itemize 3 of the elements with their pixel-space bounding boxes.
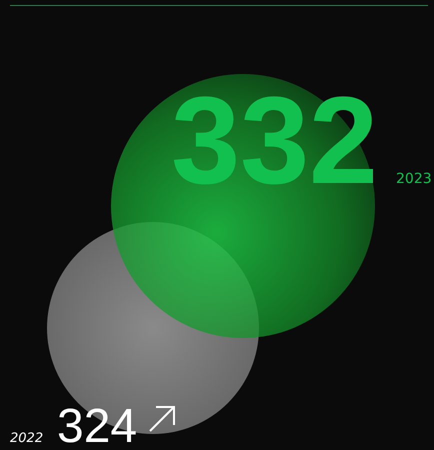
category-label: 2023 <box>396 171 432 187</box>
data-label: 324 <box>57 400 138 450</box>
category-label: 2022 <box>10 431 44 446</box>
